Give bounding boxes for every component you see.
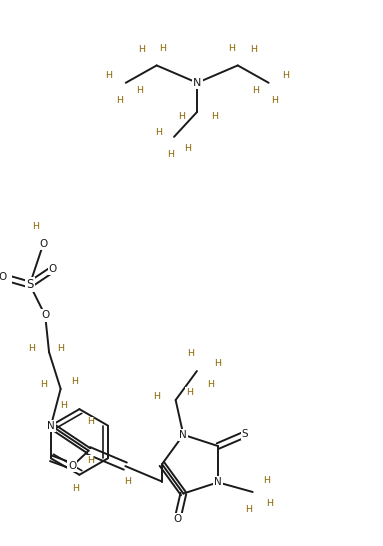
Text: H: H	[229, 44, 236, 52]
Text: O: O	[49, 264, 57, 274]
Text: H: H	[61, 401, 67, 410]
Text: H: H	[267, 499, 273, 508]
Text: H: H	[283, 70, 290, 80]
Text: O: O	[41, 311, 49, 321]
Text: O: O	[173, 514, 182, 524]
Text: N: N	[193, 78, 201, 88]
Text: H: H	[70, 377, 78, 385]
Text: H: H	[188, 349, 195, 358]
Text: H: H	[250, 45, 257, 55]
Text: H: H	[72, 484, 79, 493]
Text: H: H	[271, 96, 278, 105]
Text: S: S	[26, 278, 33, 291]
Text: H: H	[214, 359, 222, 368]
Text: H: H	[167, 150, 173, 159]
Text: O: O	[0, 272, 7, 282]
Text: H: H	[186, 388, 193, 397]
Text: O: O	[68, 461, 76, 471]
Text: H: H	[124, 477, 131, 486]
Text: H: H	[184, 144, 191, 153]
Text: S: S	[242, 429, 248, 440]
Text: H: H	[211, 112, 218, 121]
Text: H: H	[87, 456, 94, 465]
Text: H: H	[116, 96, 123, 105]
Text: N: N	[214, 477, 222, 488]
Text: H: H	[178, 112, 185, 121]
Text: O: O	[39, 239, 47, 249]
Text: H: H	[252, 86, 259, 95]
Text: H: H	[245, 505, 252, 514]
Text: H: H	[263, 476, 270, 485]
Text: H: H	[40, 381, 47, 389]
Text: H: H	[87, 417, 94, 426]
Text: H: H	[153, 391, 160, 401]
Text: H: H	[32, 222, 39, 231]
Text: H: H	[138, 45, 145, 55]
Text: H: H	[136, 86, 143, 95]
Text: N: N	[47, 420, 55, 431]
Text: H: H	[57, 344, 64, 353]
Text: H: H	[155, 128, 162, 136]
Text: N: N	[180, 430, 187, 440]
Text: H: H	[28, 344, 35, 353]
Text: H: H	[207, 380, 214, 389]
Text: H: H	[159, 44, 166, 52]
Text: H: H	[105, 70, 112, 80]
